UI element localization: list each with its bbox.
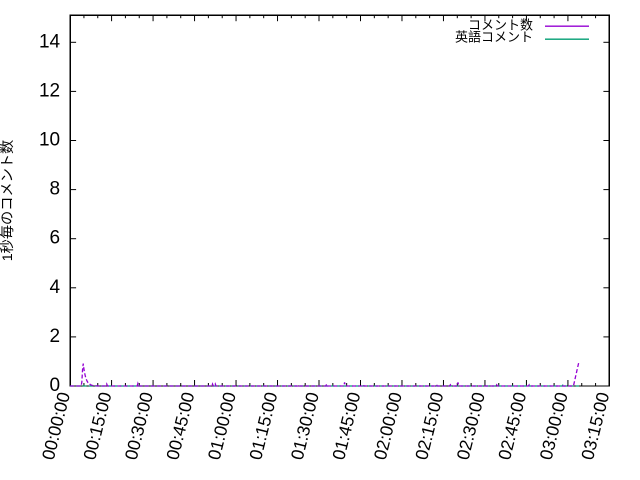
svg-text:10: 10: [39, 130, 60, 151]
svg-text:1秒毎のコメント数: 1秒毎のコメント数: [0, 140, 16, 261]
svg-text:4: 4: [50, 277, 61, 298]
svg-text:12: 12: [39, 80, 60, 101]
svg-text:2: 2: [50, 326, 61, 347]
svg-text:8: 8: [50, 179, 61, 200]
svg-text:英語コメント: 英語コメント: [455, 30, 533, 45]
svg-text:6: 6: [50, 228, 61, 249]
svg-text:14: 14: [39, 31, 61, 52]
